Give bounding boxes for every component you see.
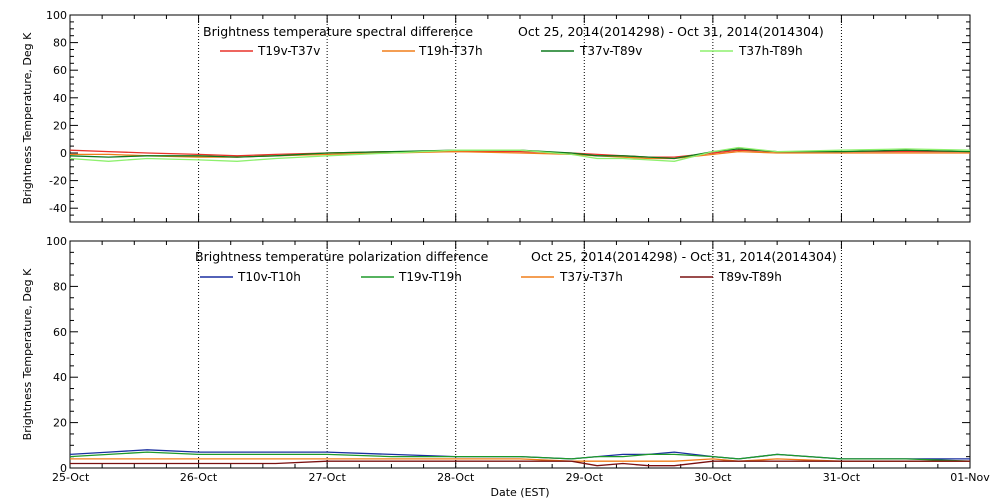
x-tick-label: 27-Oct bbox=[308, 471, 346, 484]
plot-frame bbox=[69, 14, 971, 223]
polarization-difference-panel: 100 80 60 40 20 025-Oct 26-Oct 27-Oct 28-Oct 29-O… bbox=[21, 235, 990, 499]
series-line-t37h-t89h bbox=[69, 146, 971, 162]
x-axis-title: Date (EST) bbox=[490, 486, 549, 499]
y-tick-label: 0 bbox=[60, 147, 67, 160]
x-tick-label: 29-Oct bbox=[566, 471, 604, 484]
x-tick-label: 30-Oct bbox=[694, 471, 732, 484]
x-tick-label: 31-Oct bbox=[823, 471, 861, 484]
legend-label: T19v-T19h bbox=[398, 270, 462, 284]
plot-frame bbox=[69, 240, 971, 469]
y-axis-title: Brightness Temperature, Deg K bbox=[21, 268, 34, 440]
y-tick-label: 20 bbox=[53, 417, 67, 430]
y-tick-label: 100 bbox=[46, 235, 67, 248]
chart-title: Brightness temperature spectral differen… bbox=[203, 24, 473, 39]
x-tick-label: 25-Oct bbox=[52, 471, 90, 484]
y-tick-label: 40 bbox=[53, 92, 67, 105]
chart-title: Brightness temperature polarization diff… bbox=[195, 249, 489, 264]
chart-date-range: Oct 25, 2014(2014298) - Oct 31, 2014(201… bbox=[531, 249, 837, 264]
series-line-t19v-t19h bbox=[69, 451, 971, 462]
y-tick-label: 0 bbox=[60, 462, 67, 475]
legend-label: T37v-T89v bbox=[579, 44, 642, 58]
x-tick-label: 01-Nov bbox=[950, 471, 990, 484]
legend-label: T19v-T37v bbox=[257, 44, 320, 58]
y-axis-title: Brightness Temperature, Deg K bbox=[21, 32, 34, 204]
y-tick-label: 80 bbox=[53, 37, 67, 50]
spectral-difference-panel: 100 80 60 40 20 0 -20 -40 Brightness Temperature… bbox=[21, 9, 971, 223]
legend-label: T10v-T10h bbox=[237, 270, 301, 284]
y-tick-label: 40 bbox=[53, 371, 67, 384]
series-line-t89v-t89h bbox=[70, 460, 970, 467]
y-tick-label: -40 bbox=[49, 202, 67, 215]
legend-label: T19h-T37h bbox=[418, 44, 483, 58]
legend-label: T37h-T89h bbox=[738, 44, 803, 58]
chart-date-range: Oct 25, 2014(2014298) - Oct 31, 2014(201… bbox=[518, 24, 824, 39]
y-tick-label: 80 bbox=[53, 280, 67, 293]
y-tick-label: 60 bbox=[53, 326, 67, 339]
x-tick-label: 28-Oct bbox=[437, 471, 475, 484]
y-tick-label: 100 bbox=[46, 9, 67, 22]
x-tick-label: 26-Oct bbox=[180, 471, 218, 484]
y-tick-label: -20 bbox=[49, 175, 67, 188]
legend-label: T89v-T89h bbox=[718, 270, 782, 284]
legend-label: T37v-T37h bbox=[559, 270, 623, 284]
y-tick-label: 20 bbox=[53, 119, 67, 132]
y-tick-label: 60 bbox=[53, 64, 67, 77]
